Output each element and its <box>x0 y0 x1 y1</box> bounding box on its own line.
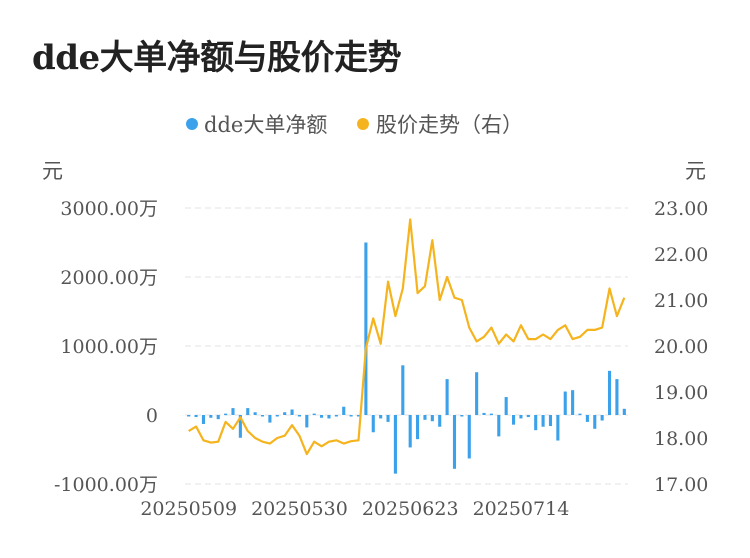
right-tick-label: 21.00 <box>654 290 708 312</box>
dde-bar <box>386 415 390 422</box>
left-tick-label: 3000.00万 <box>60 198 158 220</box>
dde-bar <box>393 415 397 474</box>
dde-bar <box>482 412 486 415</box>
dde-bar <box>563 391 567 415</box>
dde-bar <box>438 415 442 427</box>
dde-bar <box>216 415 220 420</box>
dde-bar <box>497 415 501 437</box>
price-line <box>188 218 626 456</box>
dde-bar <box>260 415 265 417</box>
dde-bar <box>342 406 346 415</box>
line-layer <box>188 218 626 456</box>
dde-bar <box>187 415 191 417</box>
legend: dde大单净额 股价走势（右） <box>186 113 523 137</box>
dde-bar <box>526 415 530 418</box>
dde-bar <box>615 379 619 415</box>
right-axis-unit: 元 <box>685 159 706 183</box>
legend-label-price: 股价走势（右） <box>376 113 523 137</box>
dde-bar <box>585 415 589 422</box>
dde-bar <box>334 415 338 417</box>
dde-bar <box>201 415 206 424</box>
dde-bar <box>209 415 213 418</box>
left-axis-unit: 元 <box>42 159 63 183</box>
dde-bar <box>268 415 272 423</box>
dde-bar <box>423 415 427 420</box>
x-tick-label: 20250530 <box>251 498 348 520</box>
dde-bar <box>401 365 405 415</box>
left-tick-label: 1000.00万 <box>60 336 158 358</box>
dde-bar <box>452 415 457 469</box>
dde-bar <box>408 415 412 448</box>
dde-bar <box>297 415 301 417</box>
left-tick-label: -1000.00万 <box>54 474 158 496</box>
dde-bar <box>519 415 523 419</box>
dde-bar <box>607 370 612 415</box>
dde-bar <box>571 390 575 415</box>
dde-bar <box>467 415 471 459</box>
dde-bar <box>349 415 353 417</box>
dde-bar <box>356 415 361 417</box>
dde-bar <box>489 413 493 416</box>
dde-bar <box>224 413 228 416</box>
dde-bar <box>460 415 464 417</box>
dde-bar <box>556 415 560 441</box>
x-tick-label: 20250714 <box>473 498 570 520</box>
dde-bar <box>600 415 604 421</box>
dde-bar <box>371 415 375 433</box>
grid-layer <box>185 207 628 485</box>
x-tick-label: 20250623 <box>362 498 459 520</box>
dde-bar <box>312 413 316 416</box>
dde-bar <box>379 415 383 419</box>
dde-bar <box>253 412 257 415</box>
legend-marker-price <box>357 118 369 130</box>
right-tick-label: 18.00 <box>654 428 708 450</box>
dde-bar <box>290 409 294 415</box>
right-tick-label: 22.00 <box>654 244 708 266</box>
right-tick-label: 19.00 <box>654 382 708 404</box>
right-tick-label: 20.00 <box>654 336 708 358</box>
dde-bar <box>416 415 420 440</box>
dde-bar <box>578 413 582 416</box>
dde-bar <box>430 415 434 422</box>
dde-bar <box>548 415 553 427</box>
dde-bar <box>275 415 279 417</box>
right-tick-label: 23.00 <box>654 198 708 220</box>
axis-layer: 3000.00万 2000.00万 1000.00万 0 -1000.00万 23.00 2… <box>54 198 708 520</box>
bar-layer <box>187 242 626 474</box>
dde-bar <box>504 397 508 415</box>
left-tick-label: 0 <box>146 405 158 427</box>
dde-bar <box>305 415 309 428</box>
dde-bar <box>327 415 331 419</box>
chart-title: dde大单净额与股价走势 <box>32 38 402 78</box>
dde-bar <box>512 415 516 425</box>
left-tick-label: 2000.00万 <box>60 267 158 289</box>
x-tick-label: 20250509 <box>140 498 237 520</box>
dde-bar <box>238 415 242 438</box>
dde-bar <box>475 372 479 415</box>
dde-bar <box>364 242 368 415</box>
right-tick-label: 17.00 <box>654 474 708 496</box>
dde-bar <box>194 415 198 418</box>
dde-bar <box>283 412 287 415</box>
legend-marker-dde <box>186 118 198 130</box>
legend-label-dde: dde大单净额 <box>204 113 327 137</box>
dde-bar <box>320 415 324 418</box>
dde-bar <box>445 379 449 415</box>
dde-bar <box>541 415 545 427</box>
dde-bar <box>534 415 538 431</box>
dde-bar <box>622 408 626 415</box>
dde-bar <box>231 408 235 415</box>
dde-bar <box>593 415 597 429</box>
dde-bar <box>246 408 250 415</box>
